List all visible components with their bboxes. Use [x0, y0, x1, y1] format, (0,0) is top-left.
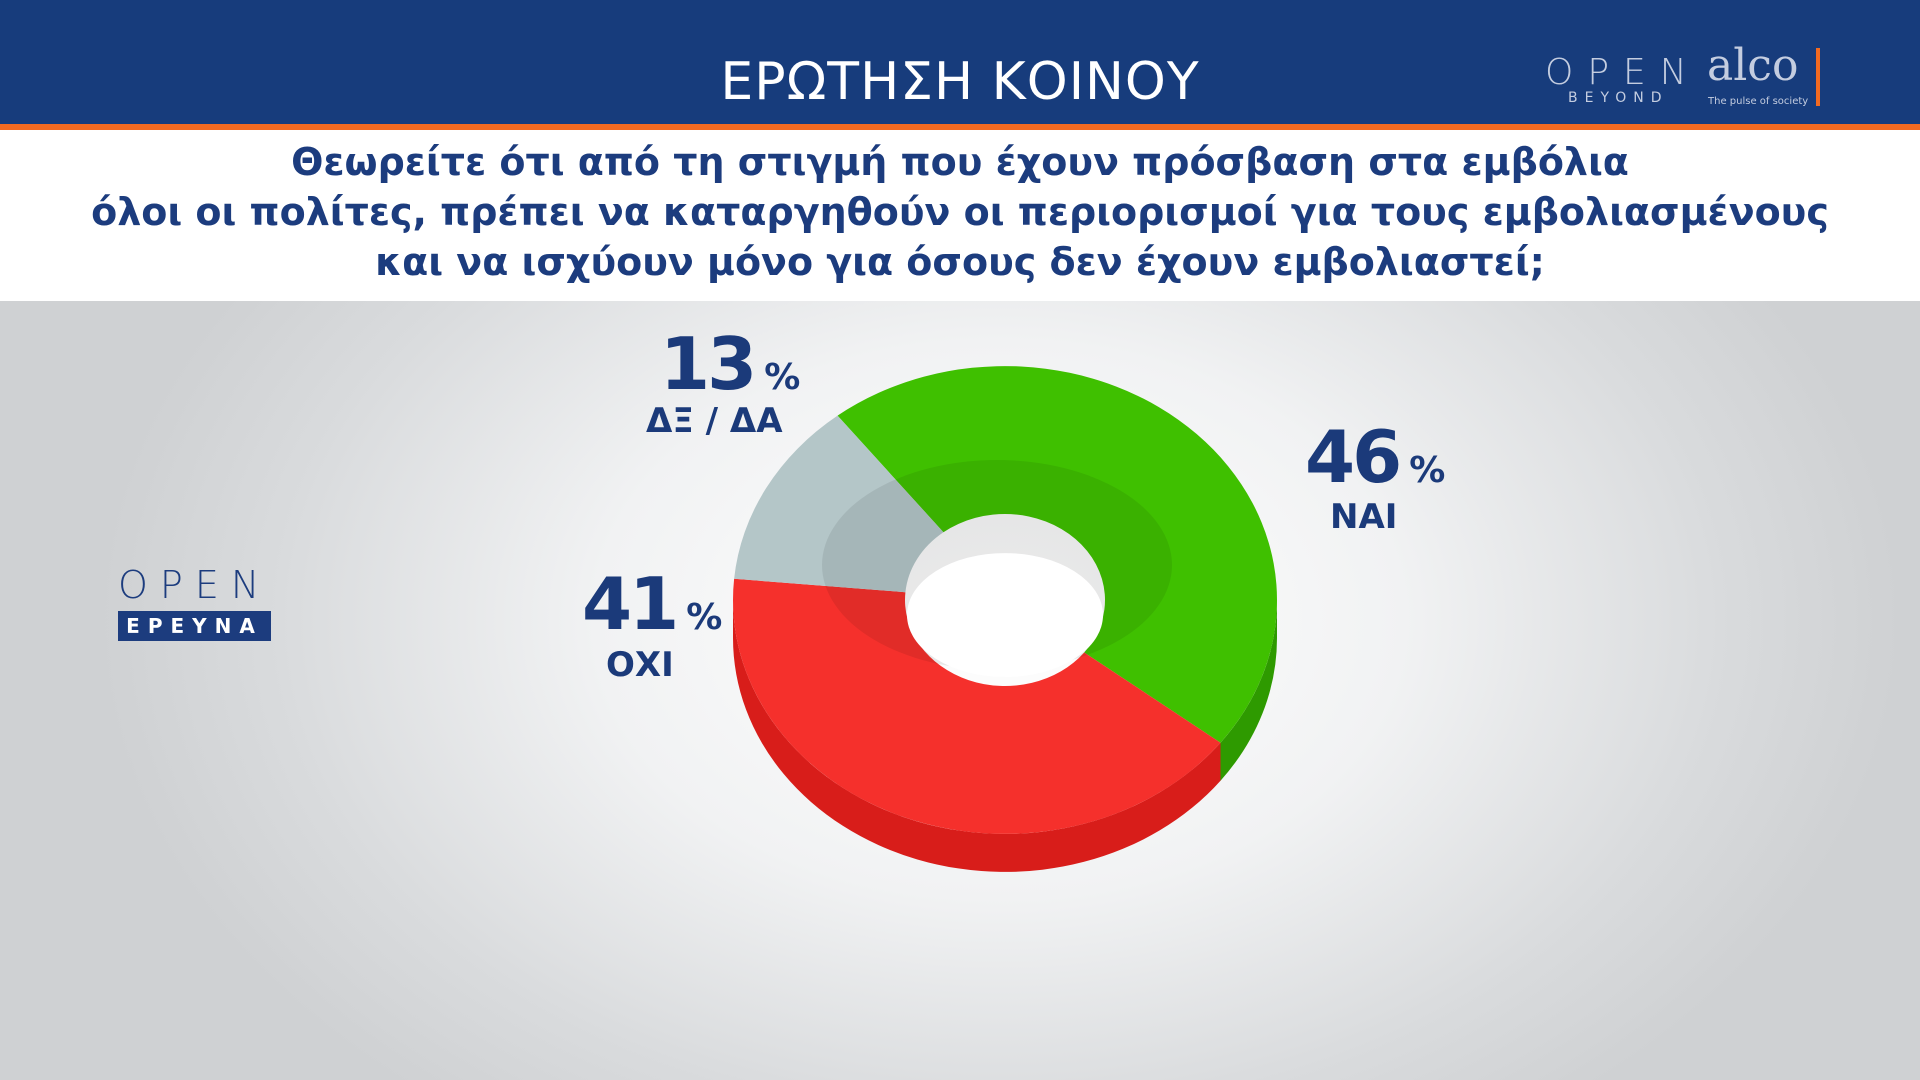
value-label-oxi: 41 [582, 562, 679, 646]
value-label-nai: 46 [1305, 415, 1402, 499]
open-beyond-logo: OPEN [1545, 52, 1701, 93]
alco-logo: alco [1707, 40, 1799, 91]
question-line-3: και να ισχύουν μόνο για όσους δεν έχουν … [375, 240, 1545, 284]
header-bar [0, 0, 1920, 125]
slice-nai [837, 366, 1277, 743]
page-title: ΕΡΩΤΗΣΗ ΚΟΙΝΟΥ [720, 52, 1200, 112]
open-ereuna-logo-label: ΕΡΕΥΝΑ [118, 611, 271, 641]
logo-divider [1816, 48, 1820, 106]
slice-side-nai [1220, 600, 1277, 781]
open-ereuna-logo-open: OPEN [118, 563, 272, 607]
label-dk: 13% [660, 322, 800, 406]
category-label-oxi: ΟΧΙ [606, 645, 674, 685]
value-label-dk: 13 [660, 322, 757, 406]
label-oxi: 41% [582, 562, 722, 646]
category-label-dk: ΔΞ / ΔΑ [646, 401, 783, 441]
category-label-nai: ΝΑΙ [1330, 497, 1398, 537]
unit-label-nai: % [1409, 450, 1446, 491]
slice-oxi [733, 578, 1221, 834]
question-line-1: Θεωρείτε ότι από τη στιγμή που έχουν πρό… [291, 140, 1629, 184]
open-beyond-logo-subtitle: BEYOND [1568, 90, 1669, 106]
alco-logo-tagline: The pulse of society [1708, 96, 1809, 107]
unit-label-dk: % [764, 357, 801, 398]
slice-dk [734, 415, 944, 593]
label-nai: 46% [1305, 415, 1445, 499]
slice-side-oxi [733, 600, 1221, 872]
header-accent-line [0, 124, 1920, 130]
open-ereuna-logo: OPEN ΕΡΕΥΝΑ [118, 565, 273, 641]
unit-label-oxi: % [686, 597, 723, 638]
donut-hole [907, 553, 1103, 677]
question-panel: Θεωρείτε ότι από τη στιγμή που έχουν πρό… [0, 130, 1920, 301]
question-line-2: όλοι οι πολίτες, πρέπει να καταργηθούν ο… [91, 190, 1829, 234]
